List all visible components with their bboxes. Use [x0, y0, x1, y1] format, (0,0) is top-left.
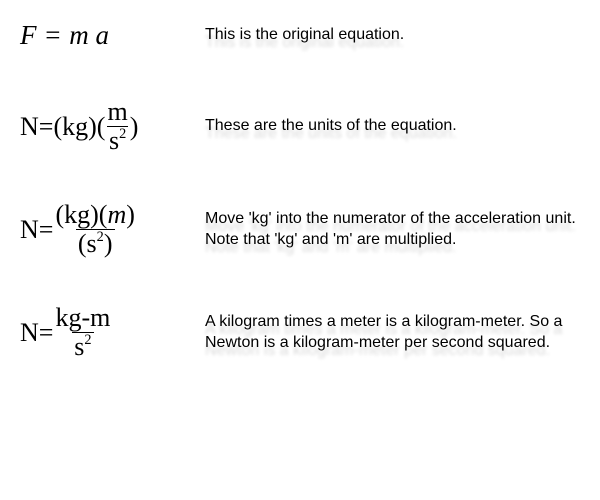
unit-s: s [87, 229, 97, 258]
fraction: kg-m s2 [53, 305, 112, 360]
unit-kg: kg [64, 200, 90, 229]
row-1: F = m a This is the original equation. [20, 20, 580, 51]
description-1: This is the original equation. [205, 25, 404, 46]
lparen: ( [55, 200, 64, 229]
fraction: (kg)(m) (s2) [53, 202, 136, 257]
equation-1: F = m a [20, 20, 205, 51]
var-a: a [95, 20, 109, 50]
lparen: ( [78, 229, 87, 258]
lparen: ( [53, 112, 62, 142]
equation-3: N = (kg)(m) (s2) [20, 202, 205, 257]
rparen: ) [130, 112, 139, 142]
numerator: (kg)(m) [53, 202, 136, 229]
unit-N: N [20, 112, 39, 142]
unit-N: N [20, 318, 39, 348]
rparen: ) [126, 200, 135, 229]
equation-4: N = kg-m s2 [20, 305, 205, 360]
var-m: m [69, 20, 89, 50]
unit-s: s [74, 332, 84, 361]
equals: = [45, 20, 60, 50]
exp-2: 2 [119, 126, 126, 142]
unit-m: m [107, 200, 126, 229]
description-4: A kilogram times a meter is a kilogram-m… [205, 312, 580, 354]
exp-2: 2 [84, 332, 91, 348]
row-3: N = (kg)(m) (s2) Move 'kg' into the nume… [20, 202, 580, 257]
description-2: These are the units of the equation. [205, 116, 457, 137]
row-4: N = kg-m s2 A kilogram times a meter is … [20, 305, 580, 360]
equals: = [39, 215, 54, 245]
unit-kg: kg [62, 112, 88, 142]
exp-2: 2 [97, 229, 104, 245]
row-2: N = ( kg ) ( m s2 ) These are the units … [20, 99, 580, 154]
fraction: m s2 [105, 99, 129, 154]
numerator: m [105, 99, 129, 126]
rparen: ) [90, 200, 99, 229]
denominator: s2 [107, 126, 128, 154]
var-F: F [20, 20, 37, 50]
rparen: ) [88, 112, 97, 142]
description-3: Move 'kg' into the numerator of the acce… [205, 209, 580, 251]
equals: = [39, 112, 54, 142]
denominator: (s2) [76, 229, 115, 257]
unit-N: N [20, 215, 39, 245]
denominator: s2 [72, 332, 93, 360]
lparen: ( [97, 112, 106, 142]
equals: = [39, 318, 54, 348]
unit-s: s [109, 126, 119, 155]
rparen: ) [104, 229, 113, 258]
equation-2: N = ( kg ) ( m s2 ) [20, 99, 205, 154]
numerator: kg-m [53, 305, 112, 332]
